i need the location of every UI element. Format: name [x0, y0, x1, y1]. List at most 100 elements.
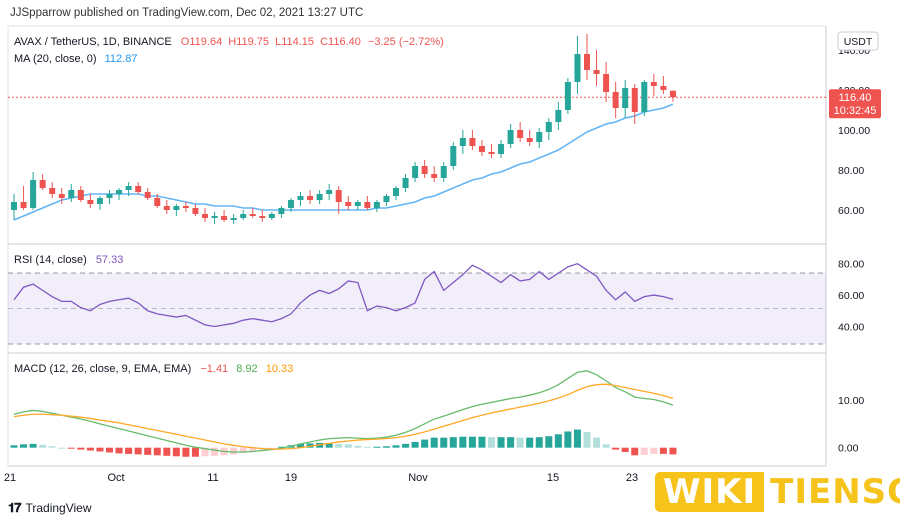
candle-body: [116, 190, 123, 194]
macd-histogram-bar: [211, 447, 219, 456]
macd-histogram-bar: [191, 447, 199, 457]
macd-histogram-bar: [67, 447, 75, 449]
time-axis-tick: 15: [547, 472, 559, 484]
candle-body: [30, 180, 37, 208]
rsi-line: [13, 262, 674, 328]
candle-body: [39, 180, 46, 188]
macd-histogram-bar: [344, 444, 352, 448]
macd-histogram-bar: [392, 445, 400, 448]
macd-histogram-bar: [58, 447, 66, 449]
candle-body: [163, 206, 170, 210]
candle-body: [307, 196, 314, 200]
price-axis-tick: 60.00: [838, 205, 864, 217]
watermark-part-b: TIENSO: [764, 472, 900, 512]
macd-histogram-bar: [488, 437, 495, 448]
candle-body: [393, 188, 399, 196]
ohlc-open: O119.64: [181, 36, 222, 48]
candle-body: [421, 166, 428, 174]
candle-body: [412, 166, 419, 178]
macd-histogram-bar: [478, 436, 486, 448]
candle-body: [249, 214, 256, 216]
macd-histogram-bar: [29, 443, 37, 448]
macd-signal-line: [13, 383, 674, 450]
macd-legend: MACD (12, 26, close, 9, EMA, EMA) −1.41 …: [14, 363, 293, 375]
macd-line: [13, 370, 674, 453]
macd-histogram-bar: [573, 429, 581, 448]
macd-histogram-bar: [230, 447, 238, 455]
time-axis-tick: 11: [207, 472, 218, 484]
time-axis-tick: Oct: [107, 472, 124, 484]
macd-histogram-bar: [459, 436, 467, 448]
time-axis-tick: 21: [4, 472, 16, 484]
candle-body: [660, 86, 667, 90]
candle-body: [526, 138, 533, 142]
macd-histogram-bar: [421, 439, 429, 448]
candle-body: [87, 200, 94, 204]
macd-histogram-bar: [440, 437, 448, 448]
rsi-axis-tick: 40.00: [838, 321, 864, 333]
candle-body: [173, 206, 180, 210]
price-axis-tick: 80.00: [838, 165, 864, 177]
candle-body: [345, 202, 352, 206]
tradingview-logo[interactable]: 𝟏𝟕 TradingView: [8, 500, 92, 516]
macd-label: MACD (12, 26, close, 9, EMA, EMA): [14, 363, 191, 375]
time-axis-tick: Nov: [408, 472, 428, 484]
rsi-legend: RSI (14, close) 57.33: [14, 254, 123, 266]
macd-histogram-bar: [182, 447, 190, 457]
candle-body: [287, 200, 294, 208]
candle-body: [612, 92, 619, 108]
macd-axis-tick: 10.00: [838, 395, 864, 407]
candle-body: [49, 188, 56, 194]
candle-body: [383, 196, 390, 202]
macd-histogram-bar: [659, 447, 667, 454]
candle-body: [77, 190, 84, 200]
macd-histogram-bar: [526, 437, 534, 448]
last-price-tag: 116.40 10:32:45: [829, 89, 881, 119]
time-axis-tick: 23: [626, 472, 638, 484]
candle-body: [259, 216, 266, 218]
candle-body: [545, 122, 552, 132]
candle-body: [574, 54, 581, 82]
macd-histogram-layer: [10, 429, 677, 457]
candle-body: [211, 216, 218, 218]
candle-body: [402, 178, 409, 188]
macd-histogram-bar: [545, 436, 553, 448]
price-axis-tick: 100.00: [838, 125, 870, 137]
macd-histogram-bar: [163, 447, 171, 456]
time-axis-tick: 19: [285, 472, 297, 484]
candle-body: [202, 214, 208, 218]
candle-body: [144, 192, 151, 198]
candle-body: [469, 138, 476, 146]
candle-body: [106, 194, 113, 198]
candle-body: [603, 74, 610, 92]
macd-histogram-bar: [602, 444, 610, 448]
macd-histogram-bar: [507, 437, 515, 448]
macd-histogram-bar: [134, 447, 142, 455]
ohlc-close: C116.40: [320, 36, 361, 48]
currency-button[interactable]: USDT: [837, 31, 879, 51]
macd-histogram-bar: [239, 447, 247, 453]
candle-body: [68, 190, 75, 198]
macd-histogram-bar: [115, 447, 123, 454]
candle-body: [459, 138, 466, 146]
macd-histogram-bar: [669, 447, 677, 455]
ma20-line: [13, 103, 674, 221]
macd-histogram-bar: [593, 437, 601, 448]
candle-body: [631, 88, 638, 112]
candle-body: [498, 144, 505, 154]
macd-value: 8.92: [236, 363, 257, 375]
candle-body: [268, 214, 275, 218]
macd-histogram-bar: [335, 443, 343, 448]
macd-histogram-bar: [153, 447, 161, 456]
macd-histogram-bar: [201, 447, 209, 457]
candle-body: [440, 166, 447, 178]
macd-histogram-bar: [554, 434, 562, 448]
macd-histogram-bar: [382, 446, 390, 448]
last-price-value: 116.40: [839, 92, 872, 104]
candle-body: [221, 216, 228, 220]
candle-body: [507, 130, 514, 144]
macd-histogram-bar: [249, 447, 257, 452]
macd-histogram-bar: [449, 437, 457, 448]
macd-signal-value: 10.33: [266, 363, 294, 375]
